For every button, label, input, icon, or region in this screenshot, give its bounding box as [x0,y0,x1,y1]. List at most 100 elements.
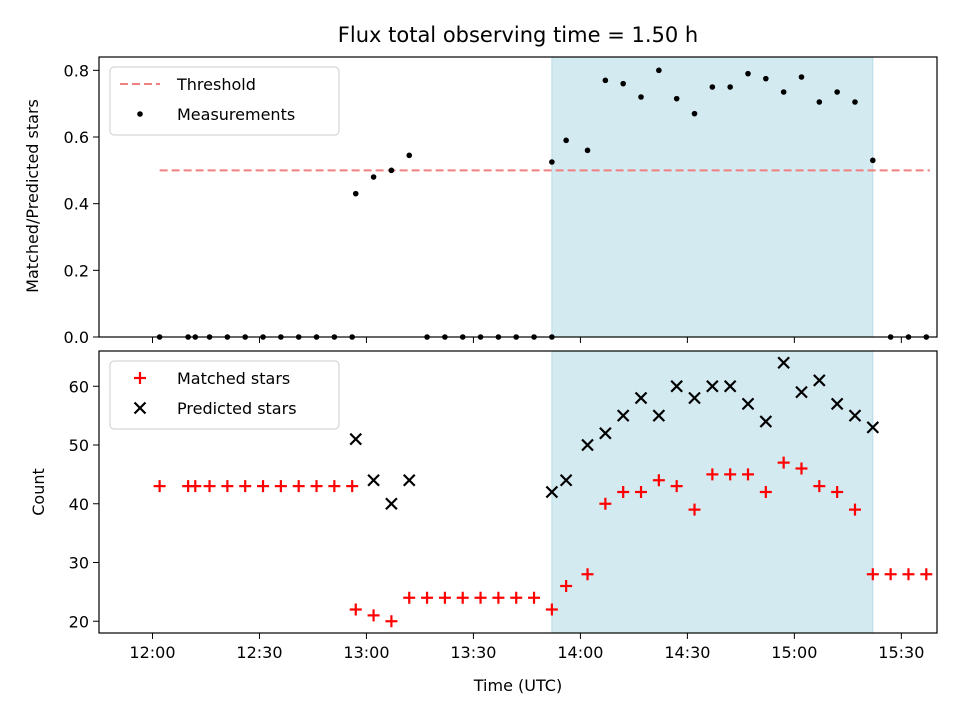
y-tick-label: 0.4 [64,195,89,214]
legend: Threshold Measurements [109,66,340,136]
bottom-y-axis-label: Count [29,468,48,516]
data-point [741,397,755,411]
data-point [634,391,648,405]
data-point [652,474,665,487]
bottom-panel: 20 30 40 50 60 12:00 12:30 13:00 13:30 14:00 14:30… [69,350,938,662]
data-point [388,167,395,174]
legend-entry-label: Predicted stars [177,399,297,418]
data-point [385,615,398,628]
data-point [848,409,862,422]
data-point [691,110,698,117]
data-point [292,480,305,493]
data-point [638,94,644,100]
x-tick-label: 13:30 [450,643,496,662]
data-point [816,99,823,105]
y-tick-label: 20 [69,612,89,631]
legend-swatch-marker [134,372,146,384]
data-point [830,397,844,411]
data-point [709,84,716,90]
data-point [884,568,897,581]
data-point [349,432,363,446]
data-point [706,468,719,481]
data-point [777,456,790,469]
data-point [745,70,751,77]
data-point [310,480,323,493]
data-point [673,95,680,102]
data-point [866,421,880,434]
legend-swatch-marker [137,111,143,117]
data-point [813,374,826,387]
data-point [870,157,876,164]
data-point [742,468,755,481]
data-point [727,84,733,90]
y-tick-label: 0.6 [64,128,89,147]
data-point [584,147,591,154]
y-tick-label: 60 [69,377,89,396]
y-tick-label: 0.8 [64,61,89,80]
legend-entry-label: Measurements [177,105,295,124]
legend-entry-label: Threshold [176,75,256,94]
data-point [474,591,487,604]
data-point [617,486,630,498]
top-y-axis-label: Matched/Predicted stars [23,99,42,293]
data-point [920,568,933,581]
data-point [403,591,416,604]
data-point [763,75,769,82]
data-point [777,356,790,370]
x-axis-label: Time (UTC) [473,676,562,695]
observing-window-band [551,56,874,338]
data-point [866,568,879,581]
data-point [370,174,377,180]
data-point [688,391,701,405]
top-panel: 0.0 0.2 0.4 0.6 0.8 Threshold Measurements [64,56,938,347]
plot-frame [98,56,938,338]
legend-swatch-marker [133,401,147,415]
data-point [367,473,380,487]
data-point [852,99,858,105]
data-point [367,609,380,622]
data-point [670,379,683,393]
data-point [848,503,861,516]
data-point [798,74,805,80]
data-point [656,67,662,74]
data-point [385,497,398,511]
data-point [349,603,362,616]
data-point [406,152,413,159]
y-tick-label: 40 [69,495,89,514]
data-point [620,80,626,87]
x-tick-label: 14:00 [557,643,603,662]
data-point [257,480,270,493]
x-tick-label: 12:30 [236,643,282,662]
data-point [780,89,787,95]
data-point [549,159,555,165]
data-point [189,480,202,493]
legend-box [109,360,340,430]
data-point [528,591,541,604]
data-point [545,485,559,499]
data-point [834,89,840,95]
data-point [221,480,234,493]
legend-entry-label: Matched stars [177,369,290,388]
data-point [795,462,808,475]
data-point [724,468,737,481]
y-tick-label: 0.2 [64,261,89,280]
data-point [706,379,719,393]
y-tick-label: 30 [69,554,89,573]
data-point [153,480,166,493]
data-point [688,503,701,516]
data-point [759,486,772,498]
x-tick-label: 14:30 [664,643,710,662]
observing-window-band [551,350,874,634]
data-point [652,409,666,422]
data-point [438,591,451,604]
data-point [795,385,808,399]
y-tick-label: 50 [69,436,89,455]
legend: Matched stars Predicted stars [109,360,340,430]
data-point [599,426,612,440]
data-point [723,379,737,393]
data-point [421,591,434,604]
x-tick-label: 15:30 [878,643,924,662]
plot-frame [98,350,938,634]
data-point [456,591,469,604]
data-point [510,591,523,604]
